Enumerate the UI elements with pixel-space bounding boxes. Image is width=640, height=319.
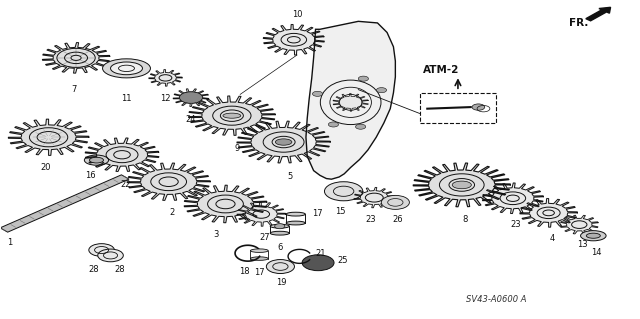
Polygon shape [85,138,159,172]
Text: 2: 2 [169,208,175,217]
Text: 15: 15 [335,206,346,216]
FancyArrow shape [586,7,611,21]
Circle shape [89,244,115,256]
Ellipse shape [286,221,305,225]
Text: 12: 12 [160,94,171,103]
Text: 17: 17 [254,268,265,277]
Polygon shape [8,119,89,155]
Circle shape [302,255,334,271]
Text: 10: 10 [292,10,302,19]
Circle shape [275,224,285,229]
Text: 23: 23 [511,220,522,229]
Text: 24: 24 [186,115,196,124]
Polygon shape [189,96,275,135]
Text: 20: 20 [40,163,51,172]
Text: 13: 13 [577,241,588,249]
Polygon shape [483,183,543,213]
Circle shape [324,182,363,201]
Text: 8: 8 [462,215,468,224]
Text: 18: 18 [239,268,250,277]
Text: 14: 14 [591,249,602,257]
Ellipse shape [84,155,109,165]
Text: 26: 26 [392,215,403,224]
Ellipse shape [270,231,289,235]
Text: 28: 28 [115,265,125,274]
Ellipse shape [286,212,305,216]
Text: 3: 3 [213,230,219,239]
Text: 4: 4 [549,234,554,242]
Text: 6: 6 [277,243,282,252]
Text: 1: 1 [7,238,12,247]
Circle shape [328,122,339,127]
Text: 22: 22 [120,180,131,189]
Text: FR.: FR. [569,18,588,28]
Circle shape [312,91,323,96]
Text: 23: 23 [366,215,376,224]
Circle shape [266,260,294,273]
Polygon shape [306,21,396,179]
Ellipse shape [270,224,289,228]
Circle shape [376,88,387,93]
Text: SV43-A0600 A: SV43-A0600 A [466,295,526,304]
Polygon shape [520,198,577,227]
Text: 19: 19 [276,278,287,287]
Ellipse shape [452,181,471,189]
Polygon shape [333,93,368,111]
Polygon shape [127,163,210,200]
Polygon shape [561,215,598,234]
Polygon shape [184,185,267,223]
Text: 21: 21 [316,249,326,258]
Text: 5: 5 [287,172,292,181]
Ellipse shape [102,59,150,78]
Ellipse shape [586,233,600,238]
Polygon shape [173,89,209,107]
Text: 28: 28 [88,265,99,274]
Circle shape [381,196,410,209]
Text: ATM-2: ATM-2 [423,65,459,75]
Ellipse shape [580,231,606,241]
Ellipse shape [223,113,241,118]
Ellipse shape [111,62,143,75]
Polygon shape [354,188,395,208]
Polygon shape [237,202,285,226]
Polygon shape [149,70,182,86]
Ellipse shape [90,157,104,163]
Text: 9: 9 [234,144,239,153]
Text: 27: 27 [259,233,269,241]
Polygon shape [42,43,109,73]
Circle shape [98,249,124,262]
Circle shape [472,104,484,110]
Ellipse shape [250,257,268,260]
Text: 11: 11 [121,94,132,103]
Text: 16: 16 [84,171,95,180]
Polygon shape [413,163,510,207]
Text: 7: 7 [71,85,76,94]
Text: 25: 25 [337,256,348,265]
Ellipse shape [275,139,292,145]
Polygon shape [237,121,330,163]
Circle shape [355,124,365,129]
Circle shape [358,76,369,81]
Ellipse shape [250,249,268,252]
Circle shape [179,92,202,103]
Polygon shape [263,25,324,55]
Text: 17: 17 [312,209,323,218]
Polygon shape [0,175,129,232]
